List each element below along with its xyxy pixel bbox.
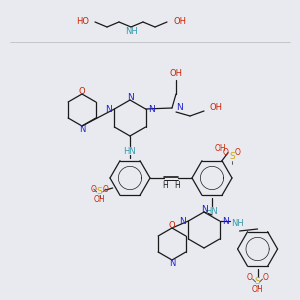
Text: OH: OH: [173, 17, 186, 26]
Text: OH: OH: [94, 196, 106, 205]
Text: S: S: [229, 152, 235, 161]
Text: O: O: [223, 148, 229, 157]
Text: OH: OH: [214, 144, 226, 153]
Text: H: H: [162, 182, 168, 190]
Text: S: S: [255, 277, 260, 286]
Text: N: N: [79, 124, 85, 134]
Text: HN: HN: [124, 146, 136, 155]
Text: O: O: [103, 185, 109, 194]
Text: N: N: [223, 217, 229, 226]
Text: N: N: [148, 104, 155, 113]
Text: S: S: [97, 188, 103, 196]
Text: O: O: [263, 272, 268, 281]
Text: OH: OH: [210, 103, 223, 112]
Text: O: O: [169, 220, 175, 230]
Text: OH: OH: [169, 68, 182, 77]
Text: O: O: [247, 272, 253, 281]
Text: HO: HO: [76, 17, 89, 26]
Text: OH: OH: [252, 284, 263, 293]
Text: O: O: [235, 148, 241, 157]
Text: NH: NH: [124, 28, 137, 37]
Text: N: N: [176, 103, 183, 112]
Text: H: H: [174, 182, 180, 190]
Text: N: N: [179, 217, 185, 226]
Text: N: N: [127, 92, 134, 101]
Text: O: O: [79, 86, 85, 95]
Text: NH: NH: [232, 218, 244, 227]
Text: O: O: [91, 185, 97, 194]
Text: N: N: [201, 205, 207, 214]
Text: N: N: [105, 104, 111, 113]
Text: HN: HN: [206, 206, 218, 215]
Text: N: N: [169, 259, 175, 268]
